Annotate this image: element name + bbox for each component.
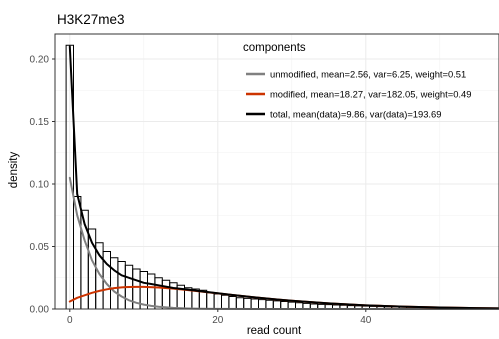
chart-title: H3K27me3 [57, 12, 125, 27]
legend: components unmodified, mean=2.56, var=6.… [243, 42, 471, 120]
y-tick-label: 0.00 [30, 305, 50, 316]
series-line-3 [68, 45, 499, 310]
y-tick-label: 0.10 [30, 180, 50, 191]
y-tick-label: 0.20 [30, 55, 50, 66]
legend-label-3: total, mean(data)=9.86, var(data)=193.69 [270, 109, 441, 120]
y-tick-label: 0.05 [30, 242, 50, 253]
legend-label-1: unmodified, mean=2.56, var=6.25, weight=… [270, 69, 466, 80]
y-axis-title: density [8, 152, 20, 189]
panel-background [55, 34, 499, 309]
y-tick-label: 0.15 [30, 117, 50, 128]
legend-label-2: modified, mean=18.27, var=182.05, weight… [270, 89, 471, 100]
x-tick-label: 0 [67, 315, 73, 326]
plot-area: 0 20 40 0.00 0.05 0.10 0.15 0.20 [30, 33, 499, 326]
x-axis-title: read count [247, 325, 302, 337]
x-tick-label: 20 [212, 315, 224, 326]
legend-title: components [243, 42, 306, 54]
x-tick-label: 40 [360, 315, 372, 326]
panel-border [54, 33, 499, 310]
